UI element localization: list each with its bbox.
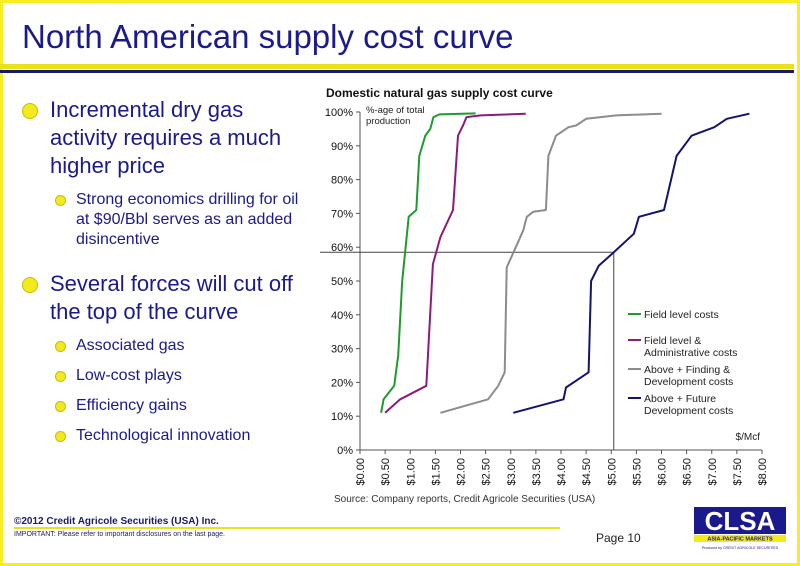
slide-title: North American supply cost curve (22, 18, 514, 55)
disclosure-note: IMPORTANT: Please refer to important dis… (14, 531, 226, 538)
x-tick-label: $6.00 (657, 458, 669, 486)
bullet-text: Incremental dry gas activity requires a … (50, 97, 282, 178)
legend-label: Above + Finding & Development costs (644, 364, 733, 388)
x-tick-label: $3.50 (531, 458, 543, 486)
bullet-dot-icon (55, 401, 66, 412)
clsa-logo: CLSA ASIA-PACIFIC MARKETS Produced by CR… (692, 505, 788, 552)
bullet-level1: Incremental dry gas activity requires a … (22, 96, 312, 180)
bullet-dot-icon (55, 195, 66, 206)
bullet-text: Associated gas (76, 337, 185, 354)
legend-label: Field level & Administrative costs (644, 335, 737, 359)
y-tick-label: 70% (331, 208, 353, 220)
x-tick-label: $1.50 (430, 458, 442, 486)
x-tick-label: $0.00 (355, 458, 367, 486)
x-tick-label: $5.50 (631, 458, 643, 486)
x-tick-label: $8.00 (757, 458, 769, 486)
series-line (380, 112, 476, 413)
source-note: Source: Company reports, Credit Agricole… (334, 494, 596, 505)
y-tick-label: 30% (331, 344, 353, 356)
x-tick-label: $0.50 (380, 458, 392, 486)
page-number: Page 10 (596, 531, 641, 545)
y-tick-label: 100% (325, 107, 353, 119)
supply-cost-chart: 0% 10% 20% 30% 40% 50% 60% 70% 80% 90% 100% $0.00 $0… (320, 105, 769, 486)
bullet-level2: Low-cost plays (22, 366, 312, 386)
title-rule-yellow (0, 64, 794, 69)
copyright: ©2012 Credit Agricole Securities (USA) I… (14, 516, 219, 527)
y-tick-label: 0% (337, 445, 353, 457)
y-tick-label: 20% (331, 377, 353, 389)
bullet-level2: Associated gas (22, 336, 312, 356)
logo-tagline: ASIA-PACIFIC MARKETS (707, 537, 773, 543)
bullet-text: Technological innovation (76, 427, 251, 444)
y-tick-label: 10% (331, 411, 353, 423)
legend-label: Field level costs (644, 309, 719, 321)
bullet-text: Efficiency gains (76, 397, 187, 414)
bullet-list: Incremental dry gas activity requires a … (22, 96, 312, 456)
y-tick-label: 50% (331, 276, 353, 288)
x-tick-label: $7.50 (732, 458, 744, 486)
bullet-dot-icon (22, 103, 38, 119)
series-line (384, 112, 526, 414)
legend-label: Above + Future Development costs (644, 393, 733, 417)
bullet-level2: Technological innovation (22, 426, 312, 446)
footer-rule (14, 527, 560, 529)
x-axis-label: $/Mcf (736, 432, 761, 443)
series-line (513, 112, 750, 414)
y-tick-label: 80% (331, 175, 353, 187)
x-tick-label: $6.50 (682, 458, 694, 486)
x-tick-label: $7.00 (707, 458, 719, 486)
y-tick-label: 90% (331, 141, 353, 153)
x-tick-label: $1.00 (405, 458, 417, 486)
y-axis-label: %-age of total production (366, 105, 425, 127)
y-tick-label: 40% (331, 310, 353, 322)
bullet-text: Strong economics drilling for oil at $90… (76, 191, 299, 248)
x-tick-label: $2.50 (481, 458, 493, 486)
bullet-dot-icon (55, 341, 66, 352)
bullet-dot-icon (22, 277, 38, 293)
bullet-dot-icon (55, 371, 66, 382)
chart-title: Domestic natural gas supply cost curve (326, 86, 553, 100)
bullet-level1: Several forces will cut off the top of t… (22, 270, 312, 326)
x-tick-label: $3.00 (506, 458, 518, 486)
y-tick-label: 60% (331, 242, 353, 254)
bullet-dot-icon (55, 431, 66, 442)
bullet-text: Low-cost plays (76, 367, 182, 384)
bullet-text: Several forces will cut off the top of t… (50, 271, 293, 324)
x-tick-label: $4.00 (556, 458, 568, 486)
series-line (440, 112, 662, 414)
bullet-level2: Strong economics drilling for oil at $90… (22, 190, 312, 250)
x-tick-label: $5.00 (606, 458, 618, 486)
x-tick-label: $4.50 (581, 458, 593, 486)
logo-small-print: Produced by CREDIT AGRICOLE SECURITIES (702, 546, 779, 550)
bullet-level2: Efficiency gains (22, 396, 312, 416)
x-tick-label: $2.00 (456, 458, 468, 486)
title-rule-navy (0, 70, 794, 73)
logo-name: CLSA (705, 506, 776, 536)
